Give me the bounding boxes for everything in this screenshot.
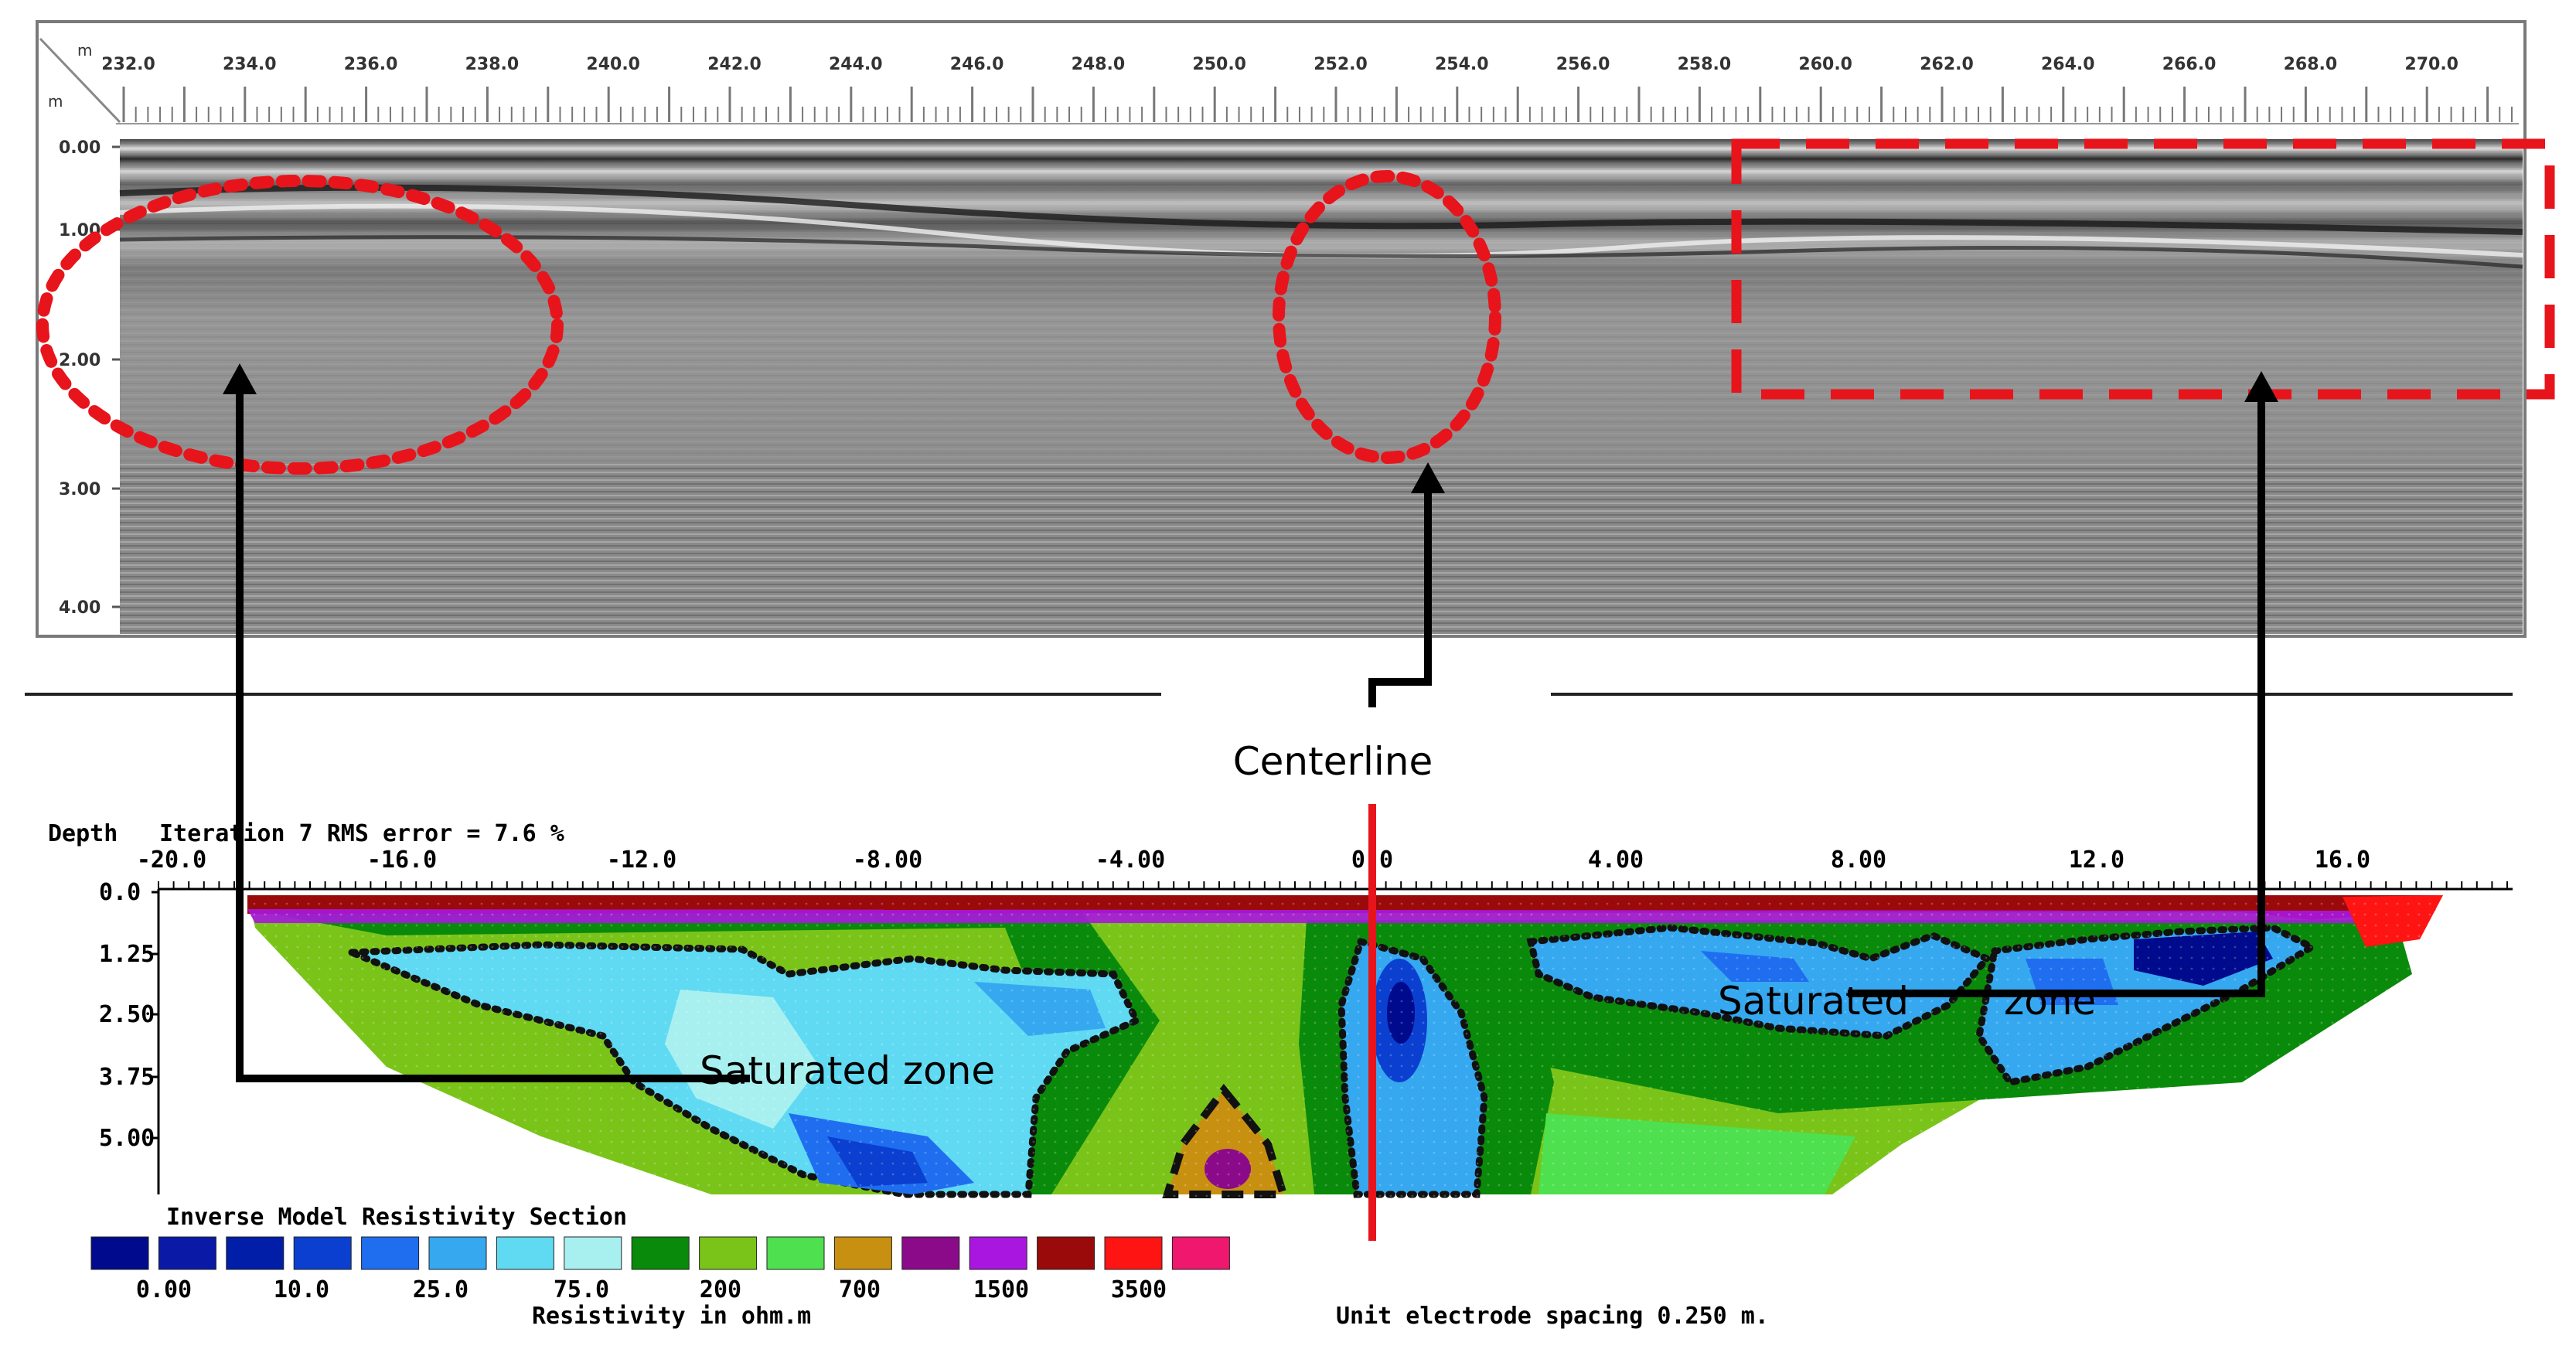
saturated-zone-right-label-part1: Saturated: [1718, 979, 1909, 1024]
legend-swatch: [293, 1236, 352, 1270]
ert-x-tick-label: 4.00: [1588, 847, 1644, 874]
legend-title: Inverse Model Resistivity Section: [166, 1204, 627, 1231]
ert-header-depth: Depth: [48, 820, 118, 847]
gpr-depth-tick-label: 4.00: [59, 598, 101, 618]
ert-x-tick-label: -8.00: [853, 847, 922, 874]
gpr-distance-tick-label: 238.0: [465, 55, 520, 74]
ert-x-tick-label: -12.0: [607, 847, 676, 874]
gpr-distance-tick-label: 260.0: [1798, 55, 1852, 74]
gpr-anomaly-ellipse-centre: [1273, 170, 1501, 464]
gpr-reflector-wave-3: [119, 235, 2523, 269]
gpr-distance-tick-label: 248.0: [1072, 55, 1126, 74]
gpr-depth-tick-label: 0.00: [59, 138, 101, 158]
ert-depth-tick-label: 0.0: [99, 879, 141, 906]
arrow-left-connector: [236, 379, 750, 1082]
gpr-distance-tick-label: 244.0: [829, 55, 883, 74]
arrow-right-head: [2244, 371, 2278, 402]
ert-depth-axis: 0.0 1.25 2.50 3.75 5.00: [99, 879, 158, 1152]
legend-swatch: [631, 1236, 690, 1270]
gpr-panel: m m 232.0 234.0 236.0 238.0 240.0 242.0 244.0 2…: [36, 20, 2555, 638]
gpr-distance-tick-label: 232.0: [101, 55, 155, 74]
ert-x-tick-label: -16.0: [367, 847, 437, 874]
legend-value-label: 25.0: [413, 1276, 469, 1303]
legend-value-label: 10.0: [274, 1276, 329, 1303]
legend-value-label: 75.0: [554, 1276, 609, 1303]
arrow-centre-connector: [1368, 478, 1432, 707]
ert-x-tick-label: -4.00: [1095, 847, 1165, 874]
legend-value-label: 3500: [1111, 1276, 1167, 1303]
legend-swatch: [428, 1236, 487, 1270]
legend-swatch: [766, 1236, 825, 1270]
legend-swatch: [226, 1236, 285, 1270]
ert-x-tick-label: -20.0: [137, 847, 206, 874]
gpr-anomaly-rectangle-right: [1731, 138, 2555, 400]
gpr-anomaly-ellipse-left: [36, 175, 564, 475]
gpr-distance-tick-label: 252.0: [1314, 55, 1368, 74]
arrow-left-head: [223, 363, 257, 394]
ert-distance-axis: -20.0-16.0-12.0-8.00-4.000.04.008.0012.0…: [137, 847, 2508, 889]
gpr-ruler-corner-diagonal: [39, 37, 121, 124]
ert-depth-tick-label: 2.50: [99, 1001, 155, 1028]
ert-panel: Depth Iteration 7 RMS error = 7.6 % -20.…: [48, 820, 2513, 1330]
legend-swatch: [1037, 1236, 1095, 1270]
legend-swatch: [158, 1236, 216, 1270]
arrow-centre-head: [1411, 462, 1445, 493]
legend-swatch: [833, 1236, 892, 1270]
gpr-depth-tick-label: 2.00: [59, 351, 101, 370]
arrow-right-connector: [1848, 387, 2265, 997]
ert-x-tick-label: 16.0: [2315, 847, 2370, 874]
legend-value-label: 200: [700, 1276, 741, 1303]
gpr-distance-tick-label: 246.0: [950, 55, 1004, 74]
electrode-spacing: Unit electrode spacing 0.250 m.: [1336, 1303, 1769, 1330]
centerline-label: Centerline: [1233, 739, 1433, 784]
gpr-distance-tick-label: 262.0: [1920, 55, 1974, 74]
legend-swatches: [90, 1236, 1230, 1270]
legend-swatch: [901, 1236, 960, 1270]
legend-swatch: [1104, 1236, 1163, 1270]
legend-value-label: 0.00: [136, 1276, 192, 1303]
gpr-distance-tick-label: 240.0: [586, 55, 640, 74]
legend-swatch: [564, 1236, 622, 1270]
legend-swatch: [496, 1236, 554, 1270]
legend-swatch: [90, 1236, 149, 1270]
ert-depth-tick-label: 1.25: [99, 941, 155, 968]
legend-values: 0.00 10.0 25.0 75.0 200 700 1500 3500: [136, 1276, 1167, 1303]
ert-x-tick-label: 12.0: [2069, 847, 2125, 874]
ert-section-dot-overlay: [247, 895, 2443, 1197]
gpr-depth-tick-label: 3.00: [59, 480, 101, 499]
legend-swatch: [969, 1236, 1027, 1270]
gpr-distance-tick-label: 256.0: [1556, 55, 1610, 74]
gpr-radargram-reflector-bands: [120, 139, 2523, 464]
gpr-distance-tick-label: 268.0: [2284, 55, 2338, 74]
gpr-distance-tick-label: 236.0: [344, 55, 398, 74]
connector-arrows: [223, 363, 2278, 1082]
legend-swatch: [699, 1236, 758, 1270]
ert-depth-tick-label: 3.75: [99, 1064, 155, 1091]
saturated-zone-right-label-part2: zone: [2004, 979, 2096, 1024]
saturated-zone-left-label: Saturated zone: [700, 1048, 995, 1093]
gpr-distance-tick-label: 270.0: [2404, 55, 2458, 74]
gpr-distance-tick-label: 254.0: [1435, 55, 1489, 74]
gpr-distance-tick-label: 258.0: [1678, 55, 1732, 74]
gpr-distance-tick-label: 264.0: [2041, 55, 2095, 74]
legend-swatch: [361, 1236, 420, 1270]
gpr-distance-axis: 232.0 234.0 236.0 238.0 240.0 242.0 244.0 246.0…: [101, 55, 2513, 122]
legend-swatch: [1171, 1236, 1230, 1270]
gpr-distance-tick-label: 266.0: [2162, 55, 2217, 74]
gpr-distance-tick-label: 250.0: [1192, 55, 1246, 74]
gpr-distance-tick-label: 242.0: [707, 55, 762, 74]
gpr-reflector-wave-1: [119, 184, 2523, 235]
gpr-depth-unit: m: [48, 92, 63, 111]
ert-header-iteration: Iteration 7 RMS error = 7.6 %: [159, 820, 564, 847]
ert-x-tick-label: 8.00: [1831, 847, 1886, 874]
legend-unit: Resistivity in ohm.m: [532, 1303, 811, 1330]
ert-depth-tick-label: 5.00: [99, 1125, 155, 1152]
gpr-distance-tick-label: 234.0: [223, 55, 277, 74]
legend-value-label: 1500: [973, 1276, 1029, 1303]
legend-value-label: 700: [839, 1276, 881, 1303]
gpr-distance-unit: m: [77, 41, 92, 60]
